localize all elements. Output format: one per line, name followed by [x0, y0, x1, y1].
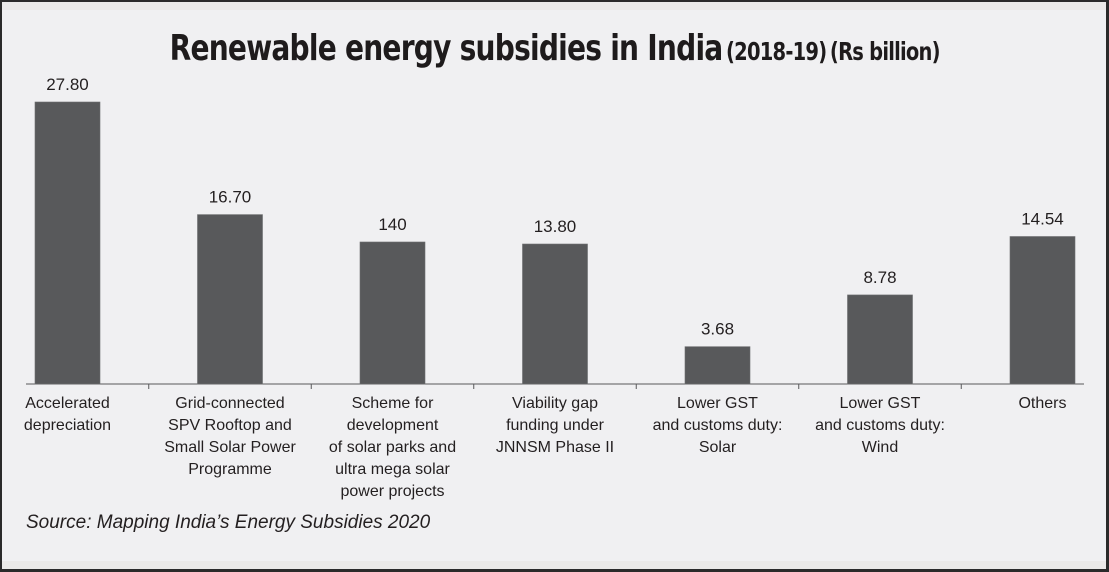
bar — [522, 243, 588, 385]
category-label: Viability gap funding under JNNSM Phase … — [495, 395, 615, 456]
bar — [359, 241, 426, 385]
data-label: 140 — [378, 215, 406, 234]
bar — [34, 101, 101, 385]
data-label: 3.68 — [701, 320, 734, 339]
category-label: Scheme for development of solar parks an… — [328, 395, 457, 500]
bar — [197, 214, 263, 385]
data-label: 16.70 — [209, 188, 252, 207]
chart-title-block: Renewable energy subsidies in India (201… — [0, 28, 1109, 69]
bottom-band — [2, 561, 1106, 569]
data-label: 8.78 — [863, 268, 896, 287]
category-label: Others — [1018, 395, 1067, 412]
chart-period: (2018-19) — [725, 37, 827, 66]
data-label: 13.80 — [534, 217, 577, 236]
bar — [684, 346, 751, 385]
chart-unit: (Rs billion) — [829, 37, 941, 66]
top-band — [2, 2, 1106, 10]
bar — [1009, 236, 1076, 385]
bar — [847, 294, 913, 385]
data-label: 14.54 — [1021, 210, 1064, 229]
category-label: Lower GST and customs duty: Solar — [652, 395, 783, 456]
source-note: Source: Mapping India’s Energy Subsidies… — [26, 512, 431, 533]
data-label: 27.80 — [46, 75, 89, 94]
category-label: Lower GST and customs duty: Wind — [815, 395, 945, 456]
category-label: Accelerated depreciation — [23, 395, 112, 434]
category-label: Grid-connected SPV Rooftop and Small Sol… — [164, 395, 296, 478]
chart-title: Renewable energy subsidies in India — [169, 28, 723, 69]
